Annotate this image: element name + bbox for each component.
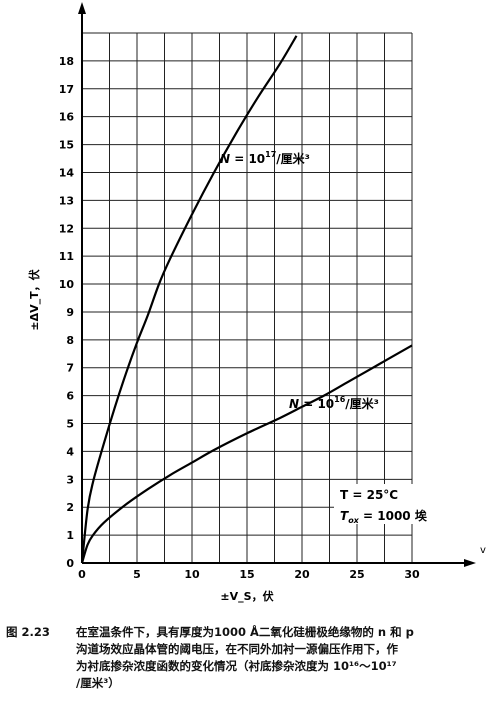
y-tick-label: 18 <box>59 55 74 68</box>
y-tick-label: 0 <box>66 557 74 570</box>
caption-line-2: 沟道场效应晶体管的阈电压，在不同外加衬一源偏压作用下，作 <box>76 642 398 656</box>
series-lines <box>80 35 413 564</box>
y-tick-label: 6 <box>66 390 74 403</box>
y-tick-label: 17 <box>59 83 74 96</box>
y-tick-label: 10 <box>59 278 75 291</box>
annotation-n16-suffix: /厘米³ <box>345 396 379 411</box>
y-tick-label: 11 <box>59 250 74 263</box>
y-tick-label: 5 <box>66 418 74 431</box>
x-tick-label: 20 <box>294 568 310 581</box>
oxide-thickness-label: Tox = 1000 埃 <box>340 508 428 525</box>
caption-line-1: 图 2.23 在室温条件下，具有厚度为1000 Å二氧化硅栅极绝缘物的 n 和 p <box>6 624 488 641</box>
x-tick-label: 15 <box>239 568 254 581</box>
y-tick-label: 2 <box>66 501 74 514</box>
caption-line-4: /厘米³） <box>76 676 120 690</box>
x-tick-label: 5 <box>133 568 141 581</box>
annotation-n16-prefix: N <box>289 397 299 411</box>
oxide-value: = 1000 埃 <box>359 508 428 523</box>
annotation-n17-eq: = 10 <box>230 152 265 166</box>
annotation-n17-sup: 17 <box>265 150 276 159</box>
y-tick-label: 7 <box>66 362 74 375</box>
y-tick-label: 9 <box>66 306 74 319</box>
x-tick-label: 30 <box>404 568 420 581</box>
annotation-n16: N = 1016/厘米³ <box>289 395 379 411</box>
x-tick-label: 25 <box>349 568 364 581</box>
x-axis-arrow <box>464 559 476 567</box>
y-tick-label: 12 <box>59 222 74 235</box>
series-line-n17 <box>80 35 298 564</box>
grid <box>81 32 413 564</box>
y-tick-label: 14 <box>59 166 75 179</box>
annotation-n17: N = 1017/厘米³ <box>220 150 310 166</box>
y-tick-label: 15 <box>59 139 74 152</box>
y-tick-label: 1 <box>66 529 74 542</box>
x-tick-label: 0 <box>78 568 86 581</box>
oxide-sub: ox <box>348 516 359 525</box>
oxide-t: T <box>340 509 349 523</box>
annotation-n16-sup: 16 <box>334 395 346 404</box>
annotation-n17-prefix: N <box>220 152 230 166</box>
y-axis-label: ±ΔV_T，伏 <box>27 269 41 330</box>
y-tick-label: 3 <box>66 473 74 486</box>
x-axis-label: ±V_S，伏 <box>220 589 273 603</box>
axes <box>78 2 476 567</box>
annotation-n16-eq: = 10 <box>299 397 334 411</box>
y-tick-label: 13 <box>59 194 74 207</box>
conditions-box <box>334 484 414 524</box>
figure-number: 图 2.23 <box>6 625 50 639</box>
annotation-n17-suffix: /厘米³ <box>276 151 310 166</box>
y-tick-label: 8 <box>66 334 74 347</box>
x-axis-arrow-mark: v <box>480 545 486 556</box>
y-tick-label: 4 <box>66 445 74 458</box>
temperature-label: T = 25°C <box>340 488 398 502</box>
y-axis-arrow <box>78 2 86 14</box>
threshold-voltage-chart: 0 5 10 15 20 25 300123456789101112131415161718… <box>27 2 486 603</box>
figure-caption: 图 2.23 在室温条件下，具有厚度为1000 Å二氧化硅栅极绝缘物的 n 和 p… <box>6 624 488 692</box>
caption-line-3: 为衬底掺杂浓度函数的变化情况（衬底掺杂浓度为 10¹⁶～10¹⁷ <box>76 659 397 673</box>
y-tick-label: 16 <box>59 111 75 124</box>
series-line-n16 <box>80 344 413 564</box>
caption-text-1: 在室温条件下，具有厚度为1000 Å二氧化硅栅极绝缘物的 n 和 p <box>76 625 414 639</box>
x-tick-label: 10 <box>184 568 200 581</box>
